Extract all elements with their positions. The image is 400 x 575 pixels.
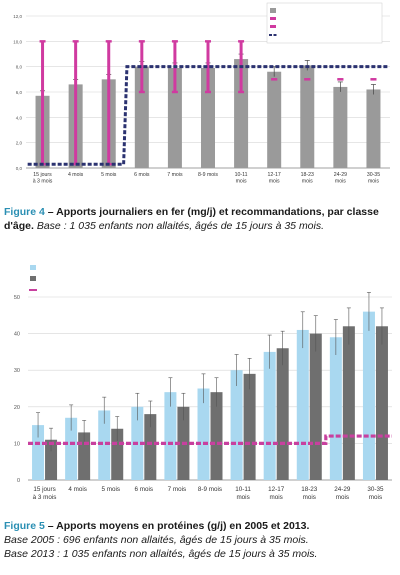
y-tick-label: 10 (14, 441, 20, 447)
x-tick-label: 6 mois (134, 172, 150, 178)
x-tick-label: 18-23 mois (301, 486, 318, 501)
x-tick-label: 4 mois (68, 172, 84, 178)
bar-2013 (309, 333, 322, 480)
x-tick-label: 12-17 mois (268, 172, 281, 185)
figure-5-label: Figure 5 (4, 520, 45, 532)
bar-2005 (296, 329, 309, 480)
legend-swatch (270, 25, 276, 28)
figure-5-caption: Figure 5 – Apports moyens en protéines (… (4, 519, 396, 561)
x-tick-label: 30-35 mois (367, 172, 380, 185)
bar-2005 (230, 370, 243, 480)
mean-bar (300, 65, 315, 168)
legend-swatch (30, 265, 36, 270)
legend-swatch (30, 276, 36, 281)
x-tick-label: 24-29 mois (334, 486, 351, 501)
mean-bar (333, 86, 348, 168)
anc-high-marker (171, 40, 178, 43)
legend-swatch (270, 8, 276, 13)
anc-high-marker (238, 40, 245, 43)
x-tick-label: 6 mois (135, 486, 154, 493)
x-tick-label: 18-23 mois (301, 172, 314, 185)
mean-bar (267, 71, 282, 168)
anc-high-marker (105, 40, 112, 43)
x-tick-label: 15 jours à 3 mois (33, 172, 53, 185)
y-tick-label: 12,0 (13, 14, 22, 19)
bar-2013 (45, 439, 58, 480)
anc-low-marker (337, 78, 344, 81)
figure-4-chart: 0,0 2,0 4,0 6,0 8,0 10,0 12,0 15 jours à 3 mois 4… (13, 2, 390, 185)
bar-2005 (329, 337, 342, 480)
y-tick-label: 8,0 (16, 65, 23, 70)
anc-low-marker (304, 78, 311, 81)
anc-low-marker (271, 78, 278, 81)
y-tick-label: 0 (17, 478, 20, 484)
safety-intake-line (28, 434, 392, 445)
bar-2005 (32, 425, 45, 480)
efsa-line (27, 65, 389, 166)
figure-4-caption: Figure 4 – Apports journaliers en fer (m… (4, 205, 396, 233)
x-tick-label: 24-29 mois (334, 172, 347, 185)
anc-low-marker (205, 90, 211, 94)
figure-5-base-2005: Base 2005 : 696 enfants non allaités, âg… (4, 534, 309, 546)
bar-2005 (65, 417, 78, 480)
y-tick-label: 4,0 (16, 115, 23, 120)
mean-bar (234, 59, 249, 168)
y-tick-label: 40 (14, 332, 20, 338)
anc-high-marker (138, 40, 145, 43)
x-tick-label: 10-11 mois (235, 172, 248, 185)
bar-2013 (375, 326, 388, 480)
anc-low-marker (72, 163, 79, 166)
bar-2013 (111, 428, 124, 480)
anc-high-marker (205, 40, 211, 43)
mean-bar (134, 66, 149, 168)
bar-2005 (263, 351, 276, 480)
y-tick-label: 30 (14, 368, 20, 374)
anc-low-marker (138, 90, 145, 94)
x-tick-label: 7 mois (168, 486, 187, 493)
bar-2013 (243, 373, 256, 480)
y-tick-label: 0,0 (16, 166, 23, 171)
y-tick-label: 50 (14, 295, 20, 301)
x-tick-label: 10-11 mois (235, 486, 251, 501)
mean-bar (167, 67, 182, 168)
y-tick-label: 20 (14, 405, 20, 411)
figure-4-label: Figure 4 (4, 206, 45, 218)
anc-high-marker (72, 40, 79, 43)
figure-5-chart: 0 10 20 30 40 50 15 jours à 3 mois 4 mois 5 mois 6… (14, 265, 392, 501)
anc-low-marker (370, 78, 377, 81)
y-tick-label: 10,0 (13, 39, 22, 44)
x-tick-label: 30-35 mois (367, 486, 384, 501)
x-tick-label: 5 mois (101, 486, 120, 493)
legend-box (266, 2, 383, 44)
x-tick-label: 4 mois (68, 486, 87, 493)
bar-2005 (362, 311, 375, 480)
bar-2005 (197, 388, 210, 480)
anc-low-marker (171, 90, 178, 94)
x-tick-label: 5 mois (101, 172, 117, 178)
bar-2013 (276, 348, 289, 480)
figure-5-base-2013: Base 2013 : 1 035 enfants non allaités, … (4, 548, 318, 560)
bar-2005 (164, 392, 177, 480)
x-tick-label: 12-17 mois (268, 486, 285, 501)
figure-4-base: Base : 1 035 enfants non allaités, âgés … (33, 220, 325, 232)
x-tick-label: 15 jours à 3 mois (33, 486, 57, 501)
x-tick-label: 8-9 mois (198, 486, 222, 493)
y-tick-label: 6,0 (16, 90, 23, 95)
bar-2013 (342, 326, 355, 480)
bar-2013 (210, 392, 223, 480)
anc-low-marker (238, 90, 245, 94)
bar-2013 (144, 414, 157, 480)
y-tick-label: 2,0 (16, 141, 23, 146)
figure-5-title: – Apports moyens en protéines (g/j) en 2… (44, 520, 310, 532)
bar-2005 (98, 410, 111, 480)
x-tick-label: 8-9 mois (198, 172, 218, 178)
anc-high-marker (39, 40, 46, 43)
mean-bar (366, 89, 381, 168)
mean-bar (201, 67, 215, 168)
legend-swatch (270, 17, 276, 20)
x-tick-label: 7 mois (167, 172, 183, 178)
figure-4-title: – Apports journaliers en fer (mg/j) et r… (4, 206, 379, 232)
